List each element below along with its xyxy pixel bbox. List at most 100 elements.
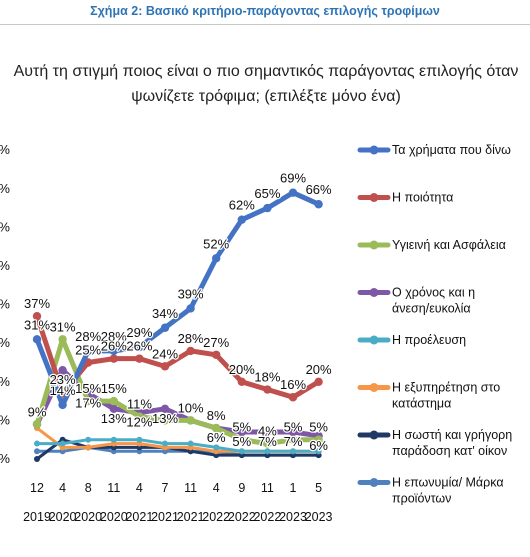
series-3-data-label: 4%: [258, 424, 277, 439]
series-1-point: [135, 342, 144, 352]
series-4-data-label: 7%: [284, 434, 303, 449]
legend: Τα χρήματα που δίνω Η ποιότητα Υγιεινή και…: [357, 143, 512, 506]
y-tick-label: 50%: [0, 258, 10, 273]
legend-label: Υγιεινή και Ασφάλεια: [392, 238, 506, 252]
series-2-data-label: 17%: [50, 373, 76, 388]
series-2-data-label: 26%: [101, 339, 127, 354]
series-2-point: [288, 393, 298, 402]
series-5-point: [59, 440, 66, 447]
series-2-point: [263, 385, 272, 394]
series-1-data-label: 29%: [126, 325, 152, 340]
legend-label: Η σωστή και γρήγορη παράδοση κατ' οίκον: [392, 428, 512, 458]
series-5-point: [264, 448, 271, 455]
series-3-data-label: 10%: [178, 400, 204, 415]
chart-title-line-2: ψωνίζετε τρόφιμα; (επιλέξτε μόνο ένα): [131, 88, 401, 105]
series-3-data-label: 8%: [207, 408, 226, 423]
series-1-point: [314, 200, 323, 209]
series-2-point: [186, 346, 195, 356]
legend-item-7: Η σωστή και γρήγορη παράδοση κατ' οίκον: [357, 428, 512, 458]
series-5: [34, 436, 322, 455]
series-3-line: [34, 336, 322, 447]
legend-item-5: Η προέλευση: [357, 333, 466, 347]
series-2-point: [237, 377, 246, 386]
series-5-point: [187, 440, 194, 447]
series-1-data-label: 69%: [280, 171, 306, 186]
series-1-point: [109, 346, 119, 356]
legend-label: Η ποιότητα: [392, 191, 453, 205]
series-1-point: [32, 335, 42, 344]
y-tick-label: 30%: [0, 335, 10, 350]
series-1-point: [58, 400, 67, 410]
legend-item-3: Υγιεινή και Ασφάλεια: [357, 238, 506, 252]
series-4-data-label: 17%: [75, 395, 101, 410]
legend-item-8: Η επωνυμία/ Μάρκα προϊόντων: [357, 476, 504, 506]
x-tick-year: 2023: [279, 510, 307, 524]
series-1-data-label: 66%: [306, 182, 332, 197]
series-2-data-label: 20%: [229, 362, 255, 377]
x-tick-month: 11: [107, 481, 120, 495]
legend-item-4: Ο χρόνος και η άνεση/ευκολία: [357, 286, 475, 316]
series-2-point: [135, 354, 144, 363]
series-1-point: [288, 188, 298, 197]
legend-label: Ο χρόνος και η άνεση/ευκολία: [392, 286, 475, 316]
series-3-data-label: 9%: [28, 404, 47, 419]
series-3-point: [237, 435, 246, 444]
legend-marker: [369, 240, 379, 250]
series-5-point: [34, 440, 40, 447]
series-3-point: [212, 423, 221, 433]
y-tick-label: 20%: [0, 374, 10, 389]
series-3-data-label: 5%: [309, 420, 328, 435]
series-2: [32, 311, 323, 402]
series-1-data-label: 14%: [50, 383, 76, 398]
series-5-point: [290, 448, 296, 455]
series-1-point: [212, 254, 221, 263]
x-tick-year: 2022: [228, 510, 256, 524]
series-3-point: [288, 435, 298, 444]
series-2-point: [32, 311, 42, 321]
series-2-line: [34, 313, 322, 400]
legend-item-2: Η ποιότητα: [357, 191, 453, 205]
x-tick-month: 4: [136, 481, 143, 495]
series-5-point: [85, 436, 92, 443]
y-axis: 0% 10% 20% 30% 40% 50% 60% 70% 80%: [0, 142, 10, 466]
x-tick-year: 2020: [49, 510, 77, 524]
series-3-point: [84, 396, 93, 406]
x-tick-month: 9: [238, 481, 245, 495]
series-1-point: [84, 346, 93, 356]
series-2-data-label: 37%: [24, 296, 50, 311]
x-tick-year: 2020: [74, 510, 102, 524]
series-4-data-label: 7%: [258, 434, 277, 449]
x-tick-year: 2022: [253, 510, 281, 524]
series-7-point: [34, 456, 40, 462]
legend-marker: [369, 288, 379, 297]
series-4-data-label: 13%: [101, 411, 127, 426]
y-tick-label: 70%: [0, 181, 10, 196]
series-5-point: [315, 448, 322, 455]
chart-title-line-1: Αυτή τη στιγμή ποιος είναι ο πιο σημαντι…: [14, 63, 519, 80]
series-5-point: [213, 444, 220, 451]
y-tick-label: 10%: [0, 412, 10, 427]
series-2-point: [212, 350, 221, 359]
legend-label: Η επωνυμία/ Μάρκα προϊόντων: [392, 476, 504, 506]
x-tick-year: 2021: [177, 510, 205, 524]
series-6-point: [85, 444, 92, 451]
series-3-point: [263, 439, 272, 448]
y-tick-label: 40%: [0, 297, 10, 312]
series-3-data-label: 5%: [284, 420, 303, 435]
x-axis: 12 2019 4 2020 8 2020 11 2020 4 2021 7 2021 11 2021 4 2…: [23, 481, 332, 524]
x-tick-year: 2021: [125, 510, 153, 524]
series-3-point: [186, 416, 195, 425]
series-4-point: [58, 366, 67, 375]
series-1-point: [237, 215, 246, 224]
legend-marker: [369, 193, 379, 202]
legend-item-1: Τα χρήματα που δίνω: [357, 143, 511, 157]
series-1: [32, 188, 323, 410]
series-1-data-label: 31%: [24, 317, 50, 332]
series-1-data-label: 39%: [178, 286, 204, 301]
series-5-point: [136, 436, 143, 443]
series-1-point: [263, 203, 272, 213]
data-labels: 31%14%28% 28% 29%34%39%52%62%65%69%66%37%1…: [23, 169, 334, 454]
series-1-data-label: 52%: [203, 236, 229, 251]
legend-marker: [369, 383, 379, 392]
x-tick-year: 2023: [305, 510, 333, 524]
